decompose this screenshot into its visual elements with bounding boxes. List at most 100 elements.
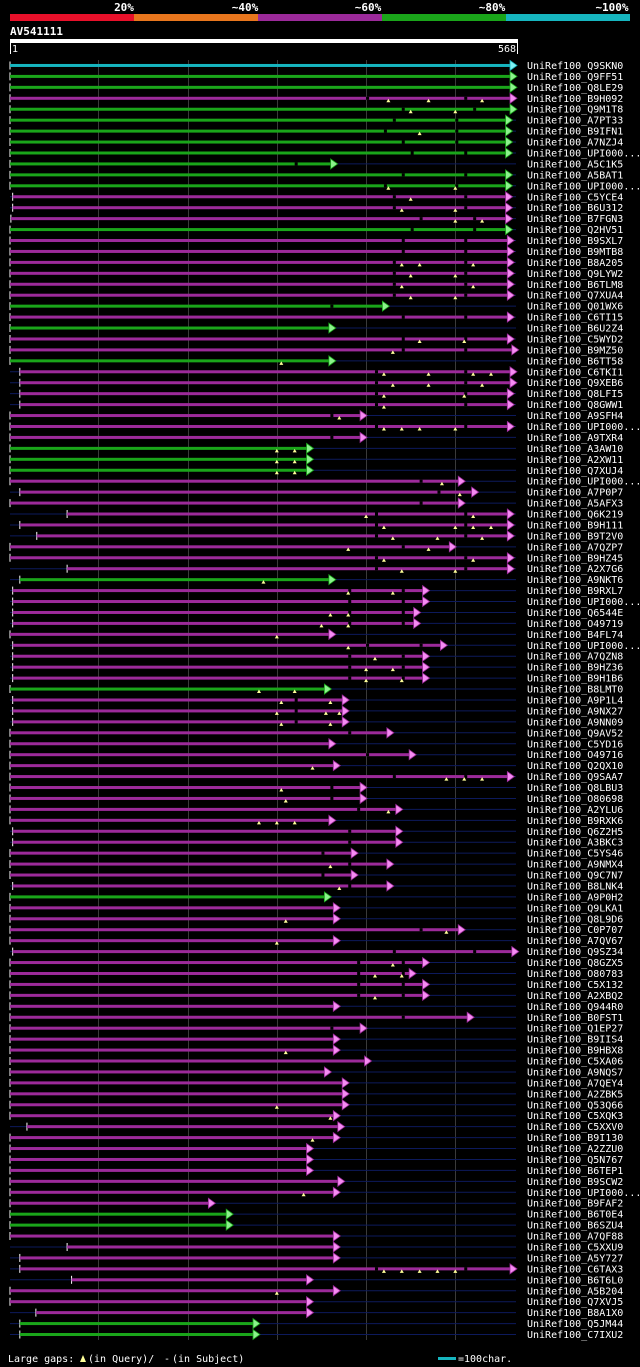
hit-bar — [10, 173, 507, 177]
hit-bar — [19, 490, 473, 494]
query-gap-marker — [346, 591, 351, 595]
hit-name: UniRef100_A9NKT6 — [527, 575, 623, 586]
hit-arrow — [506, 551, 516, 564]
hit-arrow — [422, 989, 431, 1002]
hit-arrow — [332, 1044, 341, 1056]
query-gap-marker — [346, 623, 351, 628]
hit-row: UniRef100_B9MTB8 — [9, 245, 623, 258]
hit-arrow — [341, 1088, 350, 1100]
hit-row: UniRef100_C6TI15 — [9, 311, 623, 324]
query-gap-marker — [453, 273, 458, 278]
query-gap-marker — [386, 809, 391, 814]
hit-row: UniRef100_UPI000... — [9, 180, 640, 192]
hit-name: UniRef100_A9P1L4 — [527, 695, 623, 706]
hit-row: UniRef100_Q9AV52 — [9, 727, 623, 739]
hit-bar — [19, 403, 509, 407]
hit-name: UniRef100_B9SCW2 — [527, 1177, 623, 1188]
query-gap-marker — [489, 372, 494, 376]
hit-arrow — [506, 267, 516, 280]
query-start-label: 1 — [12, 44, 18, 55]
query-gap-marker — [274, 634, 279, 639]
query-gap-marker — [319, 623, 324, 628]
hit-arrow — [341, 716, 350, 728]
hit-bar — [12, 195, 507, 199]
hit-name: UniRef100_B4FL74 — [527, 630, 623, 641]
hit-bar — [19, 578, 330, 582]
hit-arrow — [408, 967, 417, 980]
query-gap-marker — [390, 591, 395, 595]
query-gap-marker — [399, 569, 404, 573]
hit-bar — [12, 950, 513, 954]
hit-name: UniRef100_UPI000... — [527, 1188, 640, 1199]
query-gap-marker — [372, 995, 377, 1000]
hit-row: UniRef100_Q53Q66 — [9, 1098, 623, 1111]
hit-bar — [12, 589, 424, 593]
hit-bar — [10, 895, 326, 899]
hit-arrow — [505, 114, 514, 126]
hit-bar — [10, 74, 511, 78]
hit-name: UniRef100_B9SXL7 — [527, 236, 623, 247]
query-gap-marker — [417, 262, 422, 267]
hit-name: UniRef100_Q9LKA1 — [527, 903, 623, 914]
hit-bar — [10, 556, 509, 560]
query-gap-marker — [372, 973, 377, 978]
hit-row: UniRef100_Q1EP27 — [9, 1022, 623, 1035]
hit-row: UniRef100_B9FAF2 — [9, 1197, 623, 1210]
hit-name: UniRef100_O80783 — [527, 969, 623, 980]
hit-arrow — [509, 376, 518, 389]
hit-arrow — [505, 169, 514, 181]
hit-bar — [10, 775, 509, 779]
hit-bar — [10, 118, 507, 122]
hit-arrow — [350, 869, 359, 881]
hit-arrow — [506, 530, 516, 542]
hit-arrow — [509, 103, 518, 116]
hit-arrow — [332, 1252, 341, 1264]
hit-row: UniRef100_C0P707 — [9, 923, 623, 936]
hit-row: UniRef100_UPI000... — [10, 595, 640, 608]
query-gap-marker — [444, 777, 449, 781]
query-gap-marker — [408, 197, 413, 201]
hit-row: UniRef100_C6TAX3 — [10, 1263, 623, 1275]
hit-row: UniRef100_O49719 — [10, 617, 623, 630]
query-gap-marker — [417, 1269, 422, 1273]
legend-segment-3 — [258, 14, 382, 21]
query-gap-marker — [292, 470, 297, 475]
hit-name: UniRef100_C6TI15 — [527, 313, 623, 324]
hit-name: UniRef100_Q53Q66 — [527, 1100, 623, 1111]
footer-scale-bar — [438, 1357, 456, 1360]
hit-arrow — [337, 1120, 346, 1133]
hit-row: UniRef100_C5YD16 — [9, 737, 623, 750]
hit-arrow — [511, 945, 520, 958]
hit-name: UniRef100_Q8LBU3 — [527, 783, 623, 794]
hit-bar — [12, 698, 344, 702]
hit-bar — [10, 1037, 335, 1041]
hit-row: UniRef100_A9SFH4 — [9, 409, 623, 422]
query-gap-marker — [292, 448, 297, 453]
hit-bar — [12, 829, 397, 833]
hit-arrow — [341, 1098, 350, 1111]
hit-bar — [36, 534, 509, 538]
footer-query-gap-icon — [80, 1355, 86, 1362]
query-gap-marker — [480, 536, 485, 540]
hit-name: UniRef100_C5YS46 — [527, 849, 623, 860]
query-gap-marker — [310, 766, 315, 770]
hit-row: UniRef100_Q5JM44 — [10, 1317, 623, 1330]
hit-bar — [10, 217, 507, 221]
hit-bar — [10, 796, 362, 800]
hit-bar — [10, 326, 330, 330]
hit-name: UniRef100_Q9SAA7 — [527, 772, 623, 783]
query-ruler: AV541111 1 568 — [10, 25, 518, 55]
hit-name: UniRef100_A2ZBK5 — [527, 1089, 623, 1100]
hit-row: UniRef100_Q7XVJ5 — [9, 1295, 623, 1308]
hit-bar — [10, 917, 335, 921]
hit-row: UniRef100_A3AW10 — [9, 442, 623, 455]
hit-arrow — [332, 1131, 341, 1144]
query-gap-marker — [390, 350, 395, 354]
hit-bar — [10, 545, 451, 549]
hit-arrow — [505, 190, 514, 203]
query-gap-marker — [328, 722, 333, 726]
hit-arrow — [505, 125, 514, 137]
hit-row: UniRef100_A2X7G6 — [10, 562, 623, 575]
hit-name: UniRef100_A5AFX3 — [527, 499, 623, 510]
hit-arrow — [328, 355, 337, 367]
